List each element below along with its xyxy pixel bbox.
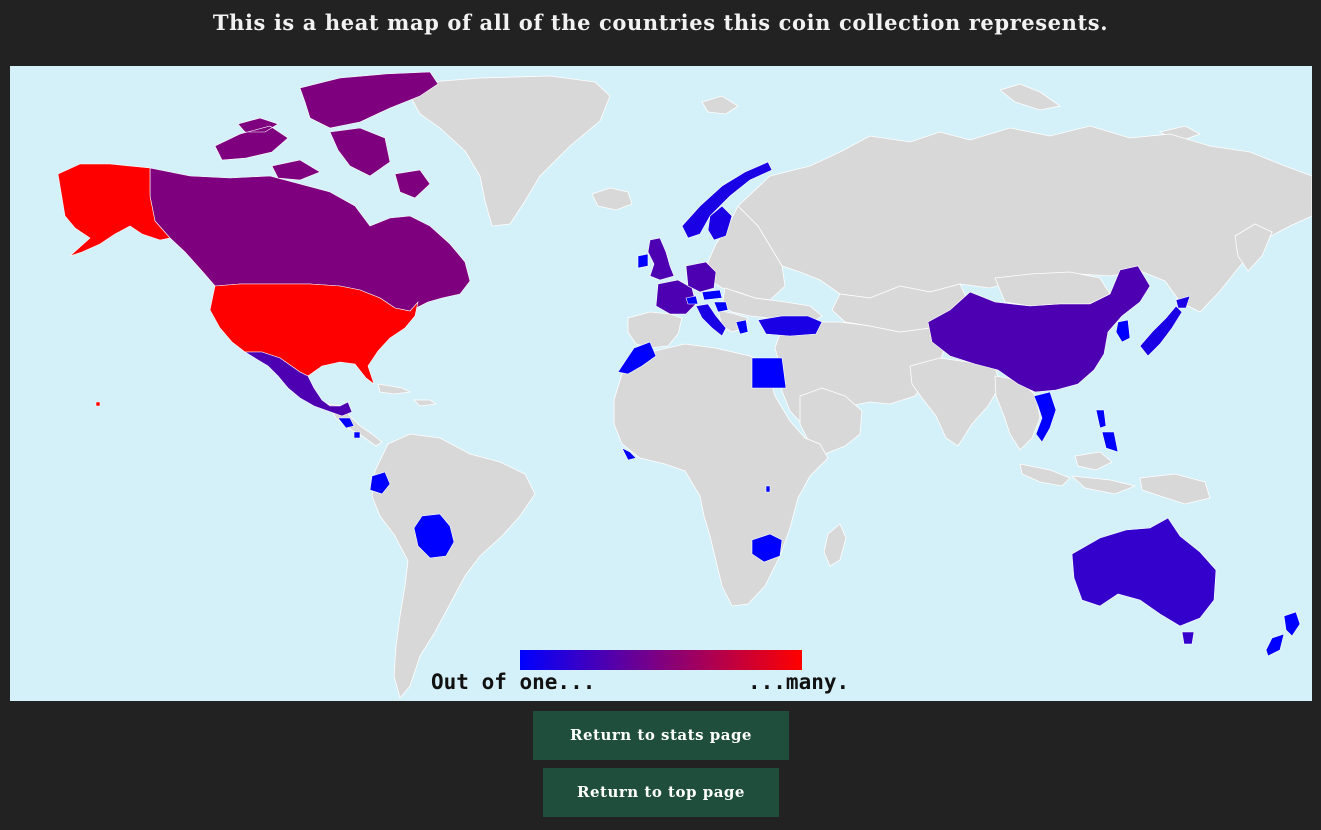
country-liberia[interactable] (621, 447, 637, 461)
countries-layer (57, 71, 1301, 657)
kamchatka-region (1234, 223, 1273, 272)
country-rwanda[interactable] (765, 485, 771, 493)
legend-gradient-bar (520, 650, 802, 670)
country-ecuador[interactable] (369, 471, 391, 495)
page-title: This is a heat map of all of the countri… (212, 10, 1109, 35)
country-switzerland[interactable] (685, 295, 699, 305)
caribbean-region (377, 383, 438, 407)
country-bolivia[interactable] (413, 513, 455, 559)
country-china[interactable] (927, 265, 1151, 393)
iberia-region (627, 311, 683, 349)
country-greece[interactable] (735, 319, 749, 335)
return-to-top-button[interactable]: Return to top page (543, 768, 779, 817)
country-croatia[interactable] (713, 301, 729, 313)
country-zimbabwe[interactable] (751, 533, 783, 563)
indonesia-region (1019, 451, 1211, 505)
country-australia[interactable] (1071, 517, 1217, 645)
madagascar-region (823, 523, 847, 567)
greenland-region (409, 75, 611, 227)
country-italy[interactable] (695, 303, 727, 337)
mongolia-region (994, 271, 1111, 307)
south-america-region (371, 433, 536, 699)
country-south-korea[interactable] (1115, 319, 1131, 343)
country-united-states-alaska[interactable] (57, 163, 171, 257)
country-mexico[interactable] (243, 351, 353, 417)
arabia-region (799, 387, 863, 455)
country-egypt[interactable] (751, 357, 787, 389)
country-japan[interactable] (1139, 295, 1191, 357)
country-philippines[interactable] (1095, 409, 1119, 453)
country-guatemala[interactable] (337, 417, 355, 429)
country-germany[interactable] (685, 261, 717, 293)
india-region (909, 357, 1001, 447)
country-norway[interactable] (681, 161, 773, 239)
country-united-kingdom[interactable] (647, 237, 675, 281)
country-turkey[interactable] (757, 315, 823, 337)
world-map-svg (57, 71, 1312, 699)
country-costa-rica[interactable] (353, 431, 361, 439)
country-sweden[interactable] (707, 205, 733, 241)
return-to-stats-button[interactable]: Return to stats page (533, 711, 789, 760)
legend-max-label: ...many. (748, 670, 850, 694)
country-new-zealand[interactable] (1265, 611, 1301, 657)
country-austria[interactable] (701, 289, 723, 301)
country-ireland[interactable] (637, 253, 649, 269)
country-canada[interactable] (149, 71, 471, 312)
world-heat-map: Out of one... ...many. (10, 66, 1312, 701)
country-united-states-hawaii[interactable] (95, 401, 101, 407)
country-vietnam[interactable] (1033, 391, 1057, 443)
iceland-region (591, 187, 633, 211)
country-france[interactable] (655, 279, 697, 315)
arctic-islands-region (701, 83, 1201, 143)
country-morocco[interactable] (617, 341, 657, 375)
legend-min-label: Out of one... (431, 670, 596, 694)
